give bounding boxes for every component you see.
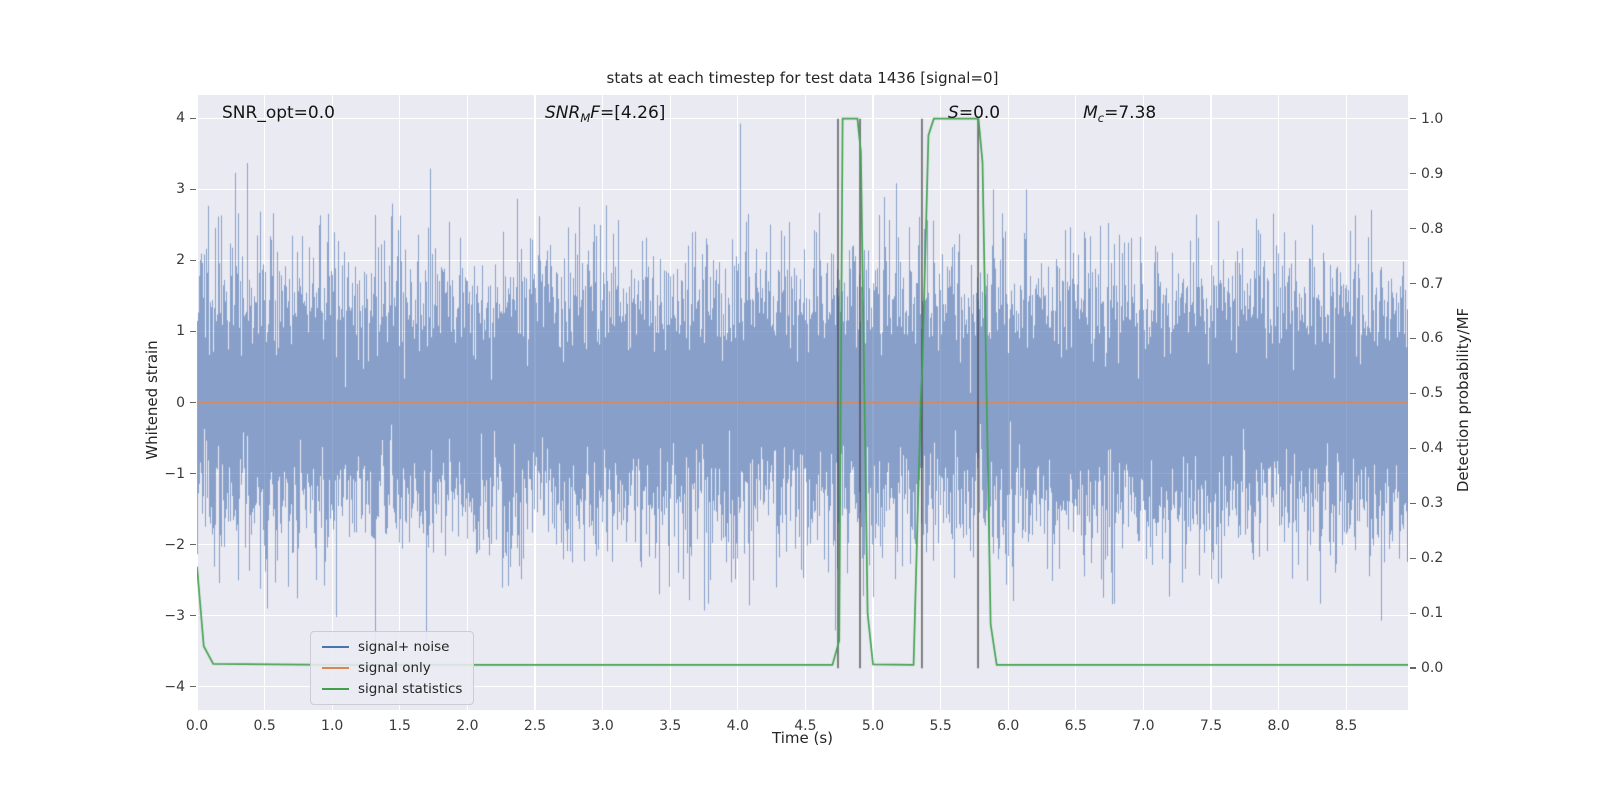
tick-mark: [1410, 117, 1416, 120]
x-tick-label: 7.5: [1199, 718, 1223, 734]
legend: signal+ noise signal only signal statistic…: [310, 631, 475, 705]
y-right-tick-label: 0.2: [1421, 550, 1444, 567]
y-left-tick-label: 0: [176, 394, 185, 411]
x-tick-label: 5.5: [929, 718, 952, 734]
legend-line-swatch: [322, 646, 349, 648]
annotation-text: =[4.26]: [600, 103, 666, 124]
y-left-tick-label: 2: [176, 252, 185, 269]
annotation-text: M: [580, 111, 591, 126]
y-left-tick-label: 4: [176, 110, 185, 127]
tick-mark: [1410, 502, 1416, 505]
annotation-text: c: [1097, 111, 1105, 126]
y-right-tick-label: 0.9: [1421, 165, 1444, 182]
annotation-text: =7.38: [1104, 103, 1157, 124]
annotation-chirp-mass: Mc=7.38: [1083, 103, 1157, 126]
x-tick-label: 3.0: [591, 718, 614, 734]
x-tick-label: 3.5: [659, 718, 682, 734]
y-right-tick-label: 0.5: [1421, 385, 1444, 402]
tick-mark: [190, 614, 196, 617]
x-tick-label: 1.5: [388, 718, 411, 734]
y-right-tick-label: 0.1: [1421, 605, 1444, 622]
legend-item: signal statistics: [322, 681, 462, 697]
legend-item-label: signal statistics: [358, 681, 463, 697]
y-left-tick-label: 3: [176, 181, 185, 198]
chart-title: stats at each timestep for test data 143…: [606, 69, 999, 87]
annotation-text: M: [1083, 103, 1098, 124]
tick-mark: [190, 188, 196, 191]
tick-mark: [1410, 172, 1416, 175]
y-right-tick-label: 0.4: [1421, 440, 1444, 457]
x-tick-label: 2.0: [456, 718, 479, 734]
tick-mark: [1410, 667, 1416, 669]
annotation-text: S: [948, 103, 959, 124]
tick-mark: [1410, 612, 1416, 615]
tick-mark: [190, 685, 196, 688]
tick-mark: [190, 543, 196, 546]
y-right-tick-label: 0.3: [1421, 495, 1444, 512]
x-tick-label: 4.5: [794, 718, 817, 734]
legend-line-swatch: [322, 688, 349, 690]
tick-mark: [1410, 337, 1416, 340]
tick-mark: [190, 401, 196, 404]
tick-mark: [1410, 392, 1416, 395]
y-right-tick-label: 0.0: [1421, 660, 1444, 677]
tick-mark: [190, 259, 196, 262]
y-right-tick-label: 0.7: [1421, 275, 1444, 292]
annotation-text: =0.0: [958, 103, 1001, 124]
x-tick-label: 6.5: [1064, 718, 1087, 734]
legend-line-swatch: [322, 667, 349, 669]
plot-canvas: [197, 95, 1408, 710]
annotation-snr-mf: SNRMF=[4.26]: [545, 103, 666, 126]
x-axis-label: Time (s): [772, 729, 833, 747]
annotation-text: SNR_opt=0.0: [222, 103, 335, 124]
y-left-tick-label: −3: [164, 607, 185, 624]
y-left-tick-label: −2: [164, 536, 185, 553]
x-tick-label: 1.0: [321, 718, 344, 734]
y-left-tick-label: −1: [164, 465, 185, 482]
x-tick-label: 8.5: [1335, 718, 1358, 734]
tick-mark: [190, 330, 196, 333]
tick-mark: [190, 117, 196, 120]
legend-item: signal only: [322, 660, 462, 676]
annotation-s-stat: S=0.0: [948, 103, 1000, 123]
y-axis-label-right: Detection probability/MF: [1454, 307, 1472, 493]
tick-mark: [1410, 447, 1416, 450]
x-tick-label: 4.0: [726, 718, 749, 734]
legend-item-label: signal only: [358, 660, 431, 676]
annotation-text: SNR: [545, 103, 581, 124]
plot-area: signal+ noise signal only signal statistic…: [197, 95, 1408, 710]
tick-mark: [1410, 557, 1416, 560]
x-tick-label: 2.5: [523, 718, 547, 734]
y-right-tick-label: 0.8: [1421, 220, 1444, 237]
y-right-tick-label: 0.6: [1421, 330, 1444, 347]
y-left-tick-label: −4: [164, 678, 185, 695]
y-right-tick-label: 1.0: [1421, 110, 1444, 127]
y-left-tick-label: 1: [176, 323, 185, 340]
tick-mark: [190, 472, 196, 475]
x-tick-label: 0.0: [185, 718, 209, 734]
x-tick-label: 0.5: [253, 718, 276, 734]
tick-mark: [1410, 282, 1416, 285]
annotation-snr-opt: SNR_opt=0.0: [222, 103, 335, 123]
x-tick-label: 8.0: [1267, 718, 1290, 734]
x-tick-label: 6.0: [997, 718, 1020, 734]
legend-item: signal+ noise: [322, 639, 462, 655]
annotation-text: F: [590, 103, 601, 124]
x-tick-label: 5.0: [861, 718, 885, 734]
tick-mark: [1410, 227, 1416, 230]
x-tick-label: 7.0: [1132, 718, 1155, 734]
y-axis-label-left: Whitened strain: [143, 340, 161, 460]
legend-item-label: signal+ noise: [358, 639, 450, 655]
